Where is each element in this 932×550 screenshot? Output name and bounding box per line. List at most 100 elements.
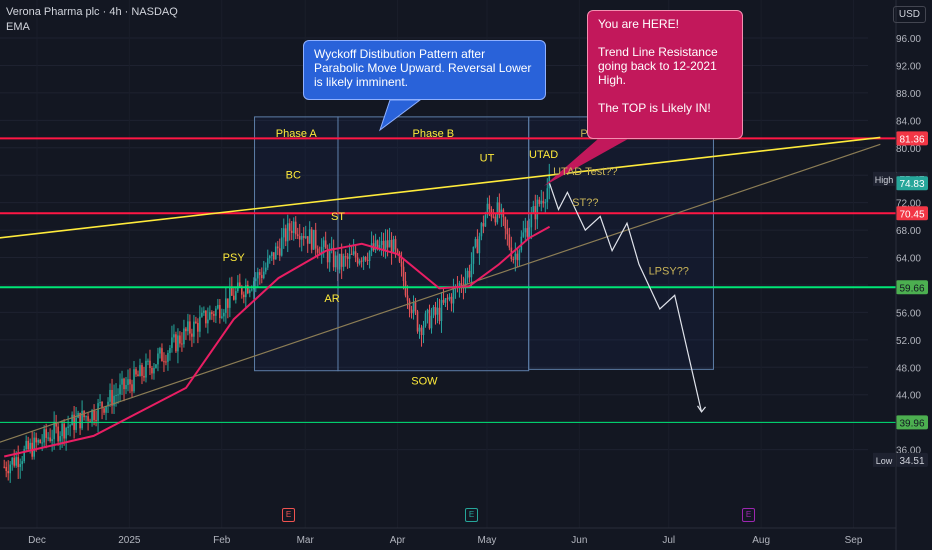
- candle-body: [109, 389, 111, 402]
- candle-body: [392, 239, 395, 253]
- candle-body: [416, 311, 419, 332]
- candle-body: [386, 240, 389, 248]
- candle-body: [183, 328, 185, 345]
- candle-body: [103, 408, 105, 413]
- candle-body: [167, 353, 169, 362]
- candle-body: [418, 327, 421, 332]
- candle-body: [89, 420, 91, 422]
- phase-label: Phase A: [276, 128, 318, 140]
- candle-body: [121, 378, 123, 385]
- candle-body: [65, 427, 67, 439]
- candle-body: [115, 395, 117, 397]
- candle-body: [173, 334, 175, 338]
- candle-body: [219, 305, 221, 318]
- candle-body: [328, 250, 331, 263]
- earnings-marker-mar[interactable]: E: [282, 508, 295, 522]
- candle-body: [81, 410, 83, 429]
- phase-box: [337, 116, 530, 372]
- time-axis[interactable]: Dec 2025 Feb Mar Apr May Jun Jul Aug Sep: [0, 527, 896, 546]
- candle-body: [348, 253, 351, 259]
- candle-body: [137, 374, 139, 377]
- candle-body: [13, 457, 16, 466]
- candle-body: [420, 327, 423, 336]
- x-tick-label: Feb: [213, 535, 231, 546]
- candle-body: [203, 310, 205, 313]
- candle-body: [99, 402, 101, 404]
- candle-body: [350, 253, 353, 255]
- candle-body: [97, 403, 99, 421]
- candle-body: [260, 275, 263, 279]
- candle-body: [169, 347, 171, 354]
- candle-body: [504, 217, 507, 229]
- annotation-label: PSY: [223, 252, 246, 264]
- indicator-label[interactable]: EMA: [6, 21, 30, 33]
- candle-body: [492, 216, 495, 218]
- candle-body: [91, 409, 93, 422]
- currency-button[interactable]: USD: [892, 6, 926, 23]
- earnings-marker-aug[interactable]: E: [742, 508, 755, 522]
- candle-body: [332, 247, 335, 268]
- candle-body: [488, 203, 491, 210]
- candle-body: [438, 307, 441, 321]
- candle-body: [29, 442, 31, 450]
- you-are-here-callout[interactable]: You are HERE! Trend Line Resistance goin…: [587, 10, 743, 139]
- candle-body: [250, 289, 253, 291]
- candle-body: [536, 199, 539, 220]
- candle-body: [177, 335, 179, 352]
- candle-body: [526, 228, 529, 237]
- annotation-label: BC: [286, 170, 301, 182]
- earnings-marker-apr[interactable]: E: [465, 508, 478, 522]
- candle-body: [25, 440, 27, 450]
- candle-body: [446, 298, 449, 300]
- candle-body: [516, 253, 519, 261]
- candle-body: [131, 384, 133, 392]
- candle-body: [233, 295, 235, 300]
- candle-body: [213, 313, 215, 316]
- candle-body: [111, 389, 113, 406]
- candle-body: [288, 223, 291, 231]
- candle-body: [79, 412, 81, 429]
- candle-body: [207, 319, 209, 324]
- candle-body: [143, 375, 145, 378]
- wyckoff-callout[interactable]: Wyckoff Distibution Pattern after Parabo…: [303, 40, 546, 100]
- candle-body: [191, 333, 193, 337]
- candle-body: [47, 437, 49, 439]
- candle-body: [5, 466, 8, 471]
- candle-body: [282, 228, 285, 238]
- trendline-yellow: [0, 136, 881, 239]
- candle-body: [23, 449, 25, 462]
- candle-body: [185, 328, 187, 332]
- candle-body: [528, 227, 531, 237]
- annotation-label: UTAD Test??: [553, 166, 617, 178]
- symbol-title[interactable]: Verona Pharma plc · 4h · NASDAQ: [6, 6, 178, 18]
- candle-body: [165, 361, 167, 363]
- candle-body: [304, 236, 307, 238]
- candle-body: [294, 221, 297, 235]
- candle-body: [187, 321, 189, 332]
- candle-body: [434, 306, 437, 315]
- candle-body: [105, 406, 107, 413]
- low-text: Low: [876, 456, 893, 466]
- candle-body: [320, 246, 323, 256]
- level-price-tag-bg: [896, 280, 928, 295]
- candle-body: [486, 203, 489, 216]
- candle-body: [153, 367, 155, 374]
- candle-body: [17, 457, 19, 467]
- candle-body: [161, 348, 163, 362]
- candle-body: [382, 240, 385, 250]
- candle-body: [61, 423, 63, 437]
- candle-body: [522, 232, 525, 237]
- candle-body: [284, 228, 287, 242]
- candle-body: [300, 236, 303, 240]
- candle-body: [366, 259, 369, 261]
- x-tick-label: Dec: [28, 535, 46, 546]
- candle-body: [444, 298, 447, 303]
- candle-body: [55, 422, 57, 427]
- candle-body: [436, 307, 439, 315]
- candle-body: [39, 439, 41, 444]
- candle-body: [406, 295, 409, 301]
- price-axis[interactable]: 96.0092.0088.0084.0080.0076.0072.0068.00…: [873, 0, 928, 550]
- candle-body: [474, 239, 477, 247]
- candle-body: [478, 236, 481, 254]
